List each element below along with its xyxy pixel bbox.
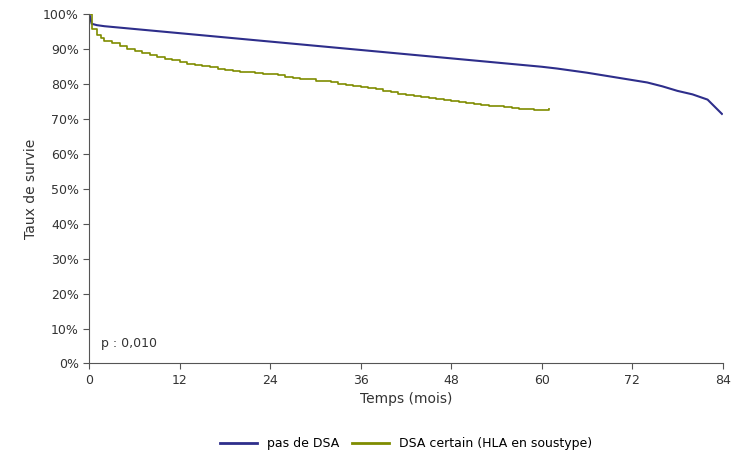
- Text: p : 0,010: p : 0,010: [101, 336, 156, 350]
- X-axis label: Temps (mois): Temps (mois): [360, 392, 452, 406]
- Legend: pas de DSA, DSA certain (HLA en soustype): pas de DSA, DSA certain (HLA en soustype…: [215, 432, 597, 455]
- Y-axis label: Taux de survie: Taux de survie: [24, 138, 37, 239]
